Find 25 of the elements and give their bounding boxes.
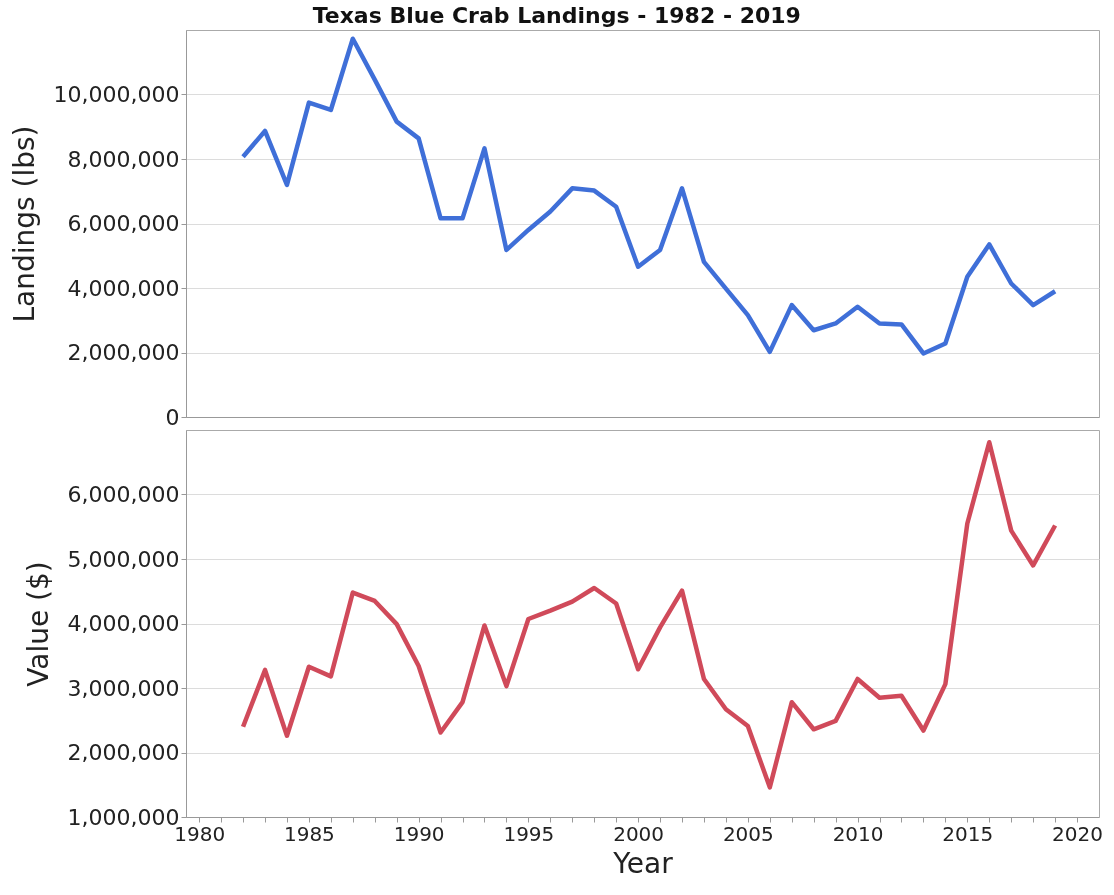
line-series <box>240 36 1058 356</box>
y-tick-label: 2,000,000 <box>67 740 180 765</box>
y-tick-label: 3,000,000 <box>67 675 180 701</box>
x-tick-label: 2010 <box>832 821 884 846</box>
y-tick-label: 4,000,000 <box>67 611 180 636</box>
x-tick-label: 1995 <box>503 821 555 846</box>
y-tick-label: 8,000,000 <box>67 146 180 172</box>
y-tick-label: 6,000,000 <box>67 482 180 507</box>
x-tick-label: 2000 <box>613 821 665 846</box>
y-tick-label: 2,000,000 <box>67 340 180 365</box>
y-axis-title: Landings (lbs) <box>7 125 41 323</box>
x-tick-label: 2015 <box>942 821 994 846</box>
y-tick-label: 4,000,000 <box>67 275 180 301</box>
y-tick-label: 0 <box>165 404 180 430</box>
y-tick-label: 10,000,000 <box>53 82 180 107</box>
x-axis-title: Year <box>612 846 674 880</box>
y-tick-label: 5,000,000 <box>67 546 180 572</box>
chart-title: Texas Blue Crab Landings - 1982 - 2019 <box>312 2 801 28</box>
y-axis-title: Value ($) <box>21 561 55 687</box>
x-tick-label: 2020 <box>1052 821 1104 846</box>
x-tick-label: 1985 <box>283 821 335 846</box>
y-tick-label: 6,000,000 <box>67 211 180 236</box>
x-tick-label: 1990 <box>393 821 445 846</box>
x-tick-label: 2005 <box>722 821 774 846</box>
line-series <box>240 440 1058 790</box>
